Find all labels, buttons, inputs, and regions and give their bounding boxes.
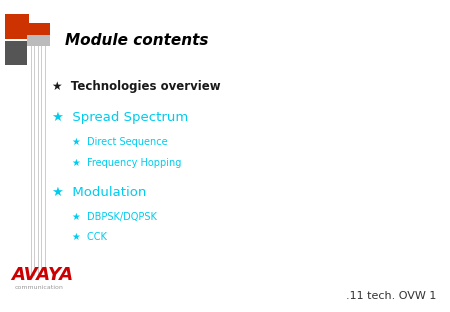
Text: ★  Direct Sequence: ★ Direct Sequence [72, 137, 167, 147]
Text: ★  Frequency Hopping: ★ Frequency Hopping [72, 158, 181, 168]
Text: ★  DBPSK/DQPSK: ★ DBPSK/DQPSK [72, 212, 157, 222]
Text: communication: communication [15, 285, 64, 290]
Text: ★  Spread Spectrum: ★ Spread Spectrum [52, 111, 188, 124]
Bar [4, 14, 29, 39]
Bar [4, 41, 27, 65]
Bar [27, 23, 50, 46]
Bar [27, 23, 50, 35]
Text: Module contents: Module contents [65, 33, 209, 48]
Text: ★  CCK: ★ CCK [72, 232, 107, 242]
Text: ★  Technologies overview: ★ Technologies overview [52, 80, 220, 93]
Text: .11 tech. OVW 1: .11 tech. OVW 1 [346, 291, 436, 301]
Text: AVAYA: AVAYA [11, 266, 73, 284]
Text: ★  Modulation: ★ Modulation [52, 186, 146, 199]
